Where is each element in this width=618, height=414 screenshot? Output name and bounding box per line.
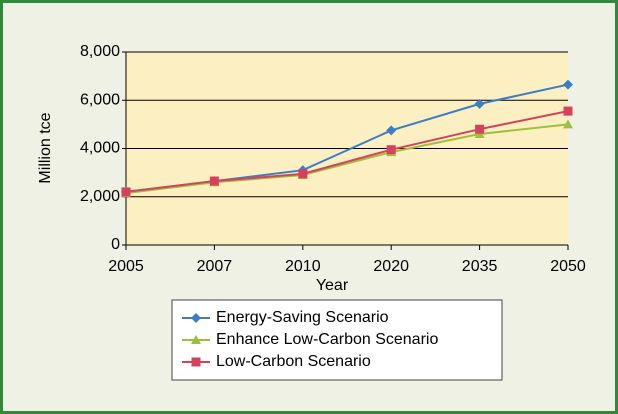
marker xyxy=(563,79,573,90)
marker xyxy=(563,106,573,116)
y-tick-label: 6,000 xyxy=(80,91,120,108)
legend-label: Energy-Saving Scenario xyxy=(216,309,389,326)
marker xyxy=(563,119,573,129)
marker xyxy=(474,98,485,109)
series-line xyxy=(125,110,569,193)
legend-label: Enhance Low-Carbon Scenario xyxy=(216,331,438,348)
y-tick-label: 4,000 xyxy=(80,140,120,157)
marker xyxy=(386,145,396,155)
x-tick-label: 2020 xyxy=(373,258,409,275)
x-tick-label: 2010 xyxy=(285,258,321,275)
x-axis-label: Year xyxy=(316,277,349,294)
marker xyxy=(209,176,219,186)
marker xyxy=(191,357,201,367)
marker xyxy=(386,125,397,136)
y-tick-label: 0 xyxy=(111,236,120,253)
x-tick-label: 2035 xyxy=(462,258,498,275)
legend-label: Low-Carbon Scenario xyxy=(216,353,371,370)
marker xyxy=(121,187,131,197)
x-tick-label: 2005 xyxy=(108,258,144,275)
marker xyxy=(475,124,485,134)
x-tick-label: 2050 xyxy=(550,258,586,275)
series-line xyxy=(125,123,569,195)
marker xyxy=(298,169,308,179)
y-tick-label: 2,000 xyxy=(80,188,120,205)
y-tick-label: 8,000 xyxy=(80,43,120,60)
legend xyxy=(171,299,503,381)
x-tick-label: 2007 xyxy=(197,258,233,275)
y-axis-label: Million tce xyxy=(37,112,54,183)
marker xyxy=(191,335,201,344)
marker xyxy=(191,313,201,323)
